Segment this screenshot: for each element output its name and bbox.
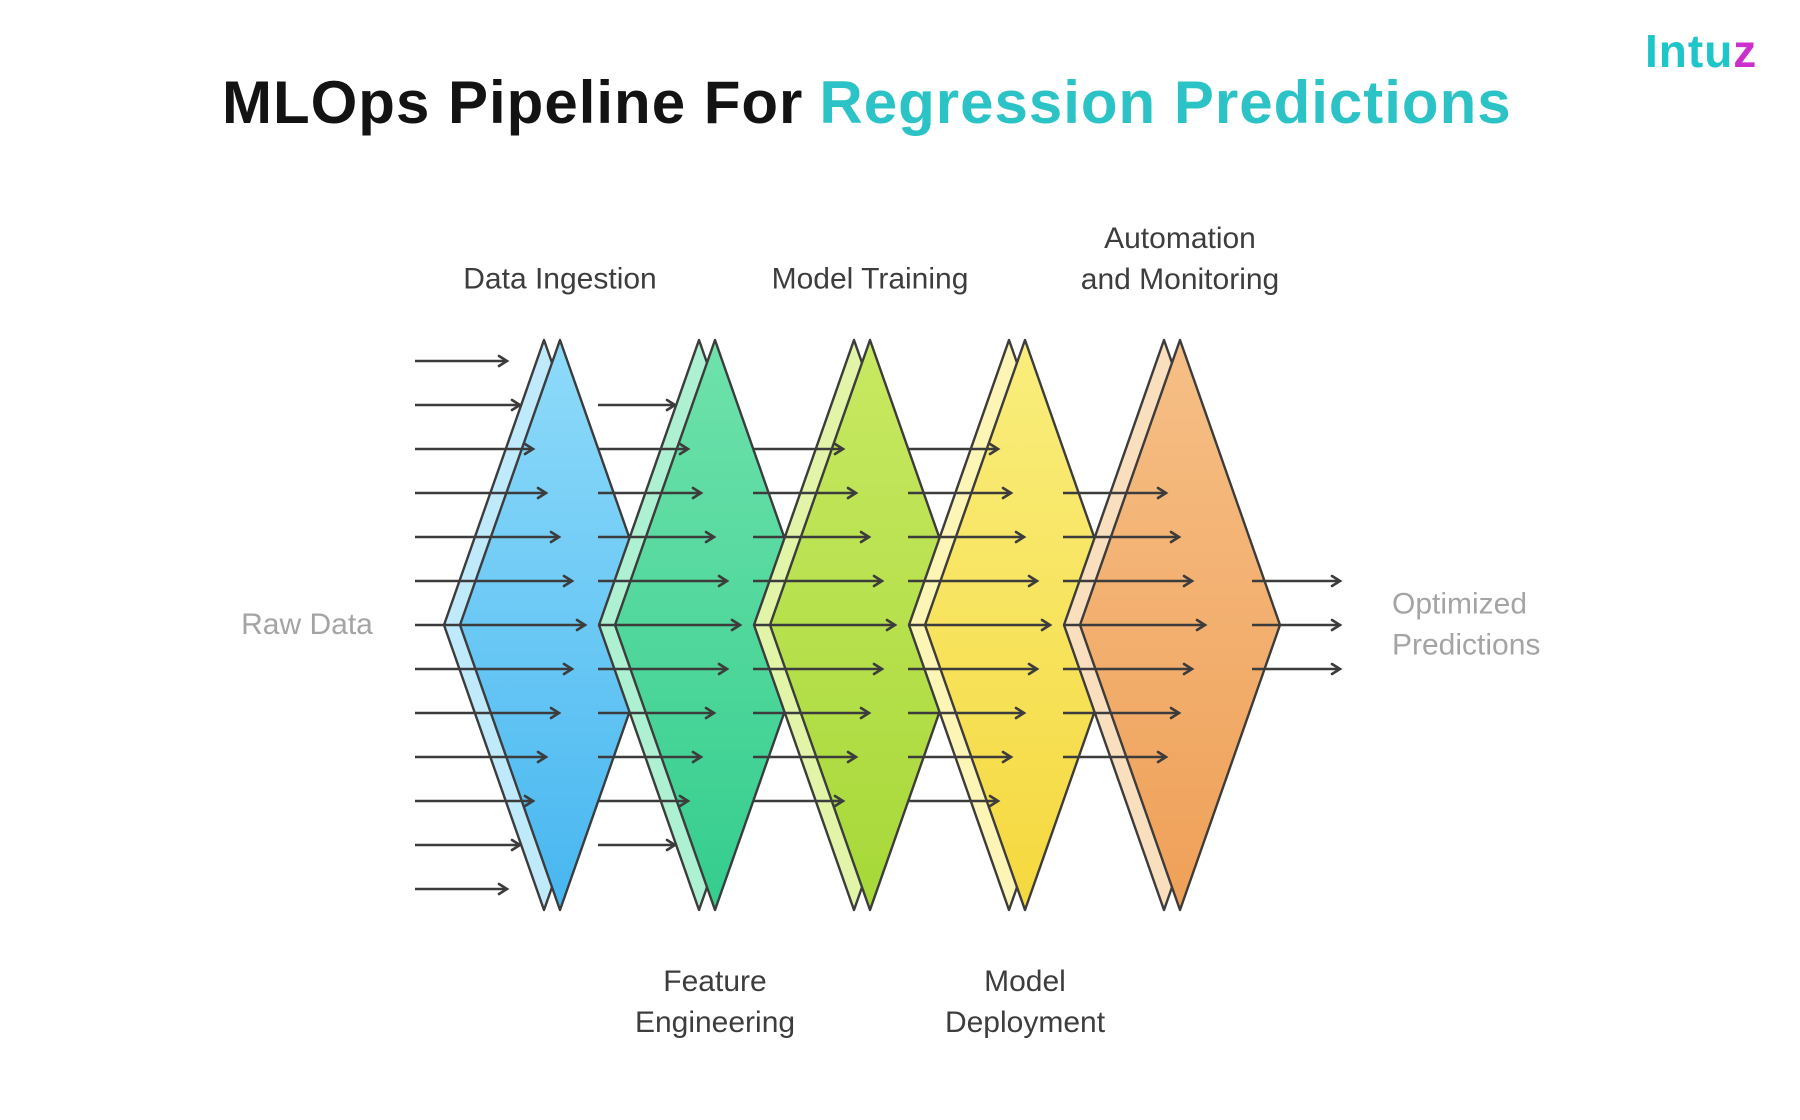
stage-label-feature-engineering: Feature Engineering: [634, 965, 796, 1039]
stage-label-model-deployment: Model Deployment: [944, 965, 1106, 1039]
intuz-logo: Intuz: [1645, 24, 1757, 78]
input-label: Raw Data: [241, 607, 373, 641]
stage-label-automation-monitoring: Automation and Monitoring: [1080, 222, 1280, 296]
logo-text-accent: z: [1733, 25, 1758, 77]
title-highlight: Regression Predictions: [819, 69, 1512, 136]
title-prefix: MLOps Pipeline For: [222, 69, 804, 136]
stage-label-data-ingestion: Data Ingestion: [463, 262, 657, 296]
output-label: Optimized Predictions: [1392, 587, 1541, 662]
flow-arrows: [415, 354, 1343, 896]
logo-text-main: Intu: [1645, 25, 1734, 77]
stage-label-model-training: Model Training: [771, 262, 969, 296]
page-title: MLOps Pipeline For Regression Predictions: [222, 68, 1512, 137]
